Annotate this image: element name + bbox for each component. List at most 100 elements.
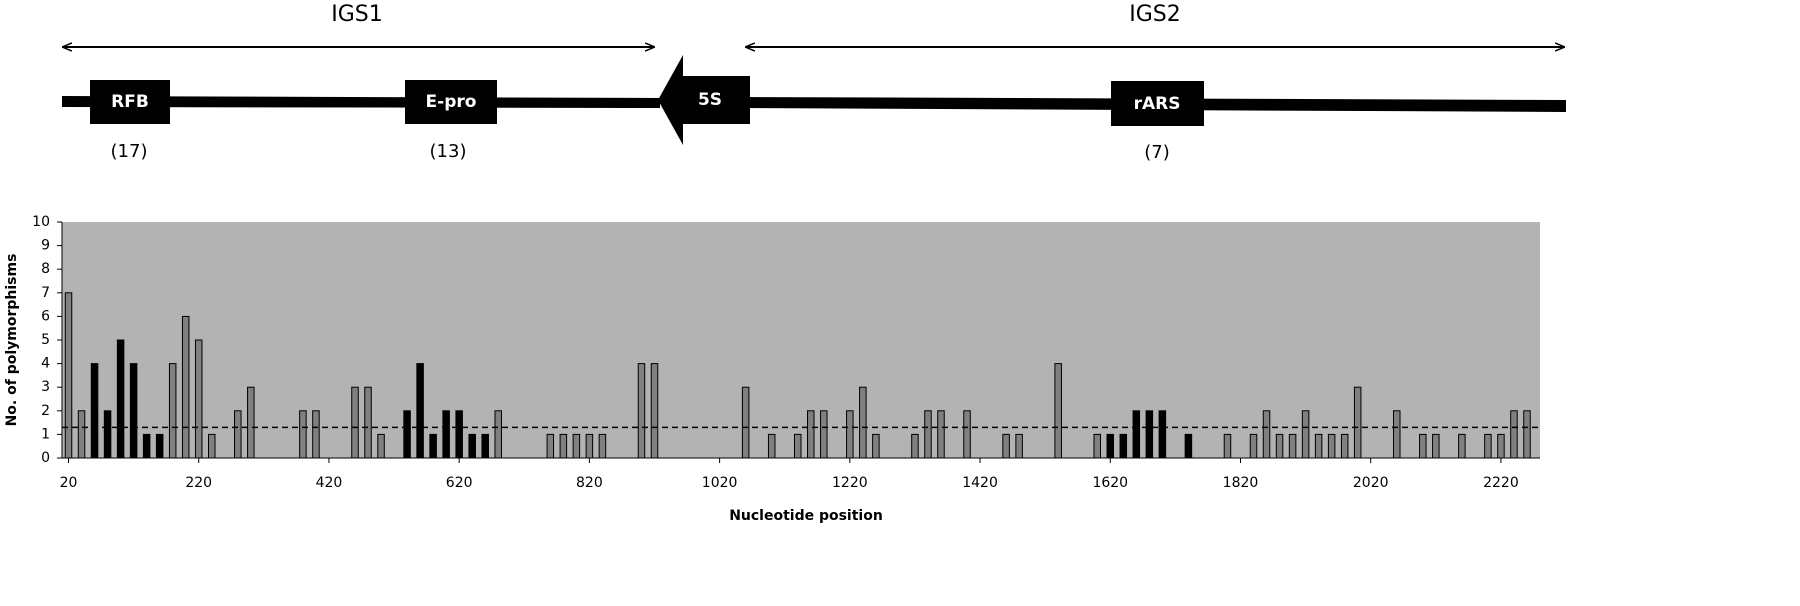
bar <box>1158 410 1167 459</box>
element-label: E-pro <box>426 92 477 112</box>
bar <box>1262 410 1271 459</box>
x-tick-label: 1220 <box>832 475 868 491</box>
bar <box>142 433 151 459</box>
bar <box>234 410 242 459</box>
bar <box>1314 433 1323 459</box>
bar <box>155 433 164 459</box>
bar <box>741 386 750 459</box>
bar <box>859 386 867 459</box>
bar <box>1353 386 1362 459</box>
bar <box>90 363 99 459</box>
bar <box>1054 363 1062 459</box>
x-tick-label: 1020 <box>702 475 738 491</box>
bar <box>1510 410 1518 459</box>
bar <box>572 433 581 459</box>
bar <box>911 433 919 459</box>
x-tick-label: 1420 <box>962 475 998 491</box>
bar <box>403 410 411 459</box>
count-label: (17) <box>111 141 148 162</box>
y-tick-label: 5 <box>41 332 50 348</box>
bar <box>429 433 437 459</box>
bar <box>1002 433 1010 459</box>
bar <box>194 339 203 459</box>
element-label: rARS <box>1134 94 1181 114</box>
element-box <box>90 80 170 124</box>
y-tick-label: 9 <box>41 238 50 254</box>
bar <box>1275 433 1284 459</box>
bar <box>1106 433 1115 459</box>
bar <box>64 292 73 459</box>
bar <box>937 410 945 459</box>
x-tick-label: 2220 <box>1483 475 1519 491</box>
bar <box>872 433 880 459</box>
bar <box>1132 410 1141 459</box>
element-box <box>1111 81 1204 126</box>
bar <box>1015 433 1023 459</box>
bar <box>546 433 555 459</box>
count-label: (13) <box>430 141 467 162</box>
bar <box>1093 433 1102 459</box>
y-tick-label: 4 <box>41 356 50 372</box>
bar <box>299 410 307 459</box>
bar <box>1458 433 1466 459</box>
bar <box>1249 433 1258 459</box>
count-label: (7) <box>1144 142 1170 163</box>
bar <box>637 363 646 459</box>
element-label: RFB <box>111 92 149 112</box>
x-tick-label: 820 <box>576 475 603 491</box>
bar <box>77 410 86 459</box>
y-tick-label: 0 <box>41 450 50 466</box>
bar <box>807 410 815 459</box>
y-tick-label: 6 <box>41 308 50 324</box>
region-label: IGS1 <box>331 2 383 27</box>
bar <box>416 363 424 459</box>
bar <box>820 410 828 459</box>
bar <box>585 433 594 459</box>
bar <box>207 433 216 459</box>
bar <box>377 433 385 459</box>
bar <box>924 410 932 459</box>
x-tick-label: 1820 <box>1223 475 1259 491</box>
x-tick-label: 20 <box>60 475 78 491</box>
y-tick-label: 1 <box>41 426 50 442</box>
bar <box>442 410 450 459</box>
y-tick-label: 2 <box>41 403 50 419</box>
x-tick-label: 620 <box>446 475 473 491</box>
rdna-line <box>62 96 660 108</box>
bar <box>1393 410 1401 459</box>
bar <box>364 386 372 459</box>
bar <box>468 433 476 459</box>
y-tick-label: 7 <box>41 285 50 301</box>
region-label: IGS2 <box>1129 2 1181 27</box>
5s-arrow <box>658 55 750 145</box>
bar <box>168 363 177 459</box>
y-tick-label: 10 <box>32 214 50 230</box>
bar <box>247 386 255 459</box>
bar <box>598 433 607 459</box>
bar <box>1327 433 1336 459</box>
bar <box>1223 433 1232 459</box>
bar <box>1523 410 1531 459</box>
chart: Nucleotide position No. of polymorphisms… <box>4 214 1540 524</box>
bar <box>116 339 125 459</box>
bar <box>767 433 776 459</box>
bar <box>1119 433 1128 459</box>
x-tick-label: 2020 <box>1353 475 1389 491</box>
x-tick-label: 420 <box>316 475 343 491</box>
bar <box>1419 433 1427 459</box>
bar <box>312 410 320 459</box>
element-label: 5S <box>698 90 722 110</box>
y-tick-label: 8 <box>41 261 50 277</box>
y-axis-title: No. of polymorphisms <box>4 254 20 427</box>
bar <box>1288 433 1297 459</box>
bar <box>793 433 802 459</box>
bar <box>129 363 138 459</box>
bar <box>1497 433 1505 459</box>
bar <box>351 386 359 459</box>
bar <box>559 433 568 459</box>
bar <box>846 410 854 459</box>
x-axis-title: Nucleotide position <box>729 508 883 524</box>
bar <box>963 410 971 459</box>
bar <box>1484 433 1492 459</box>
bar <box>1432 433 1440 459</box>
